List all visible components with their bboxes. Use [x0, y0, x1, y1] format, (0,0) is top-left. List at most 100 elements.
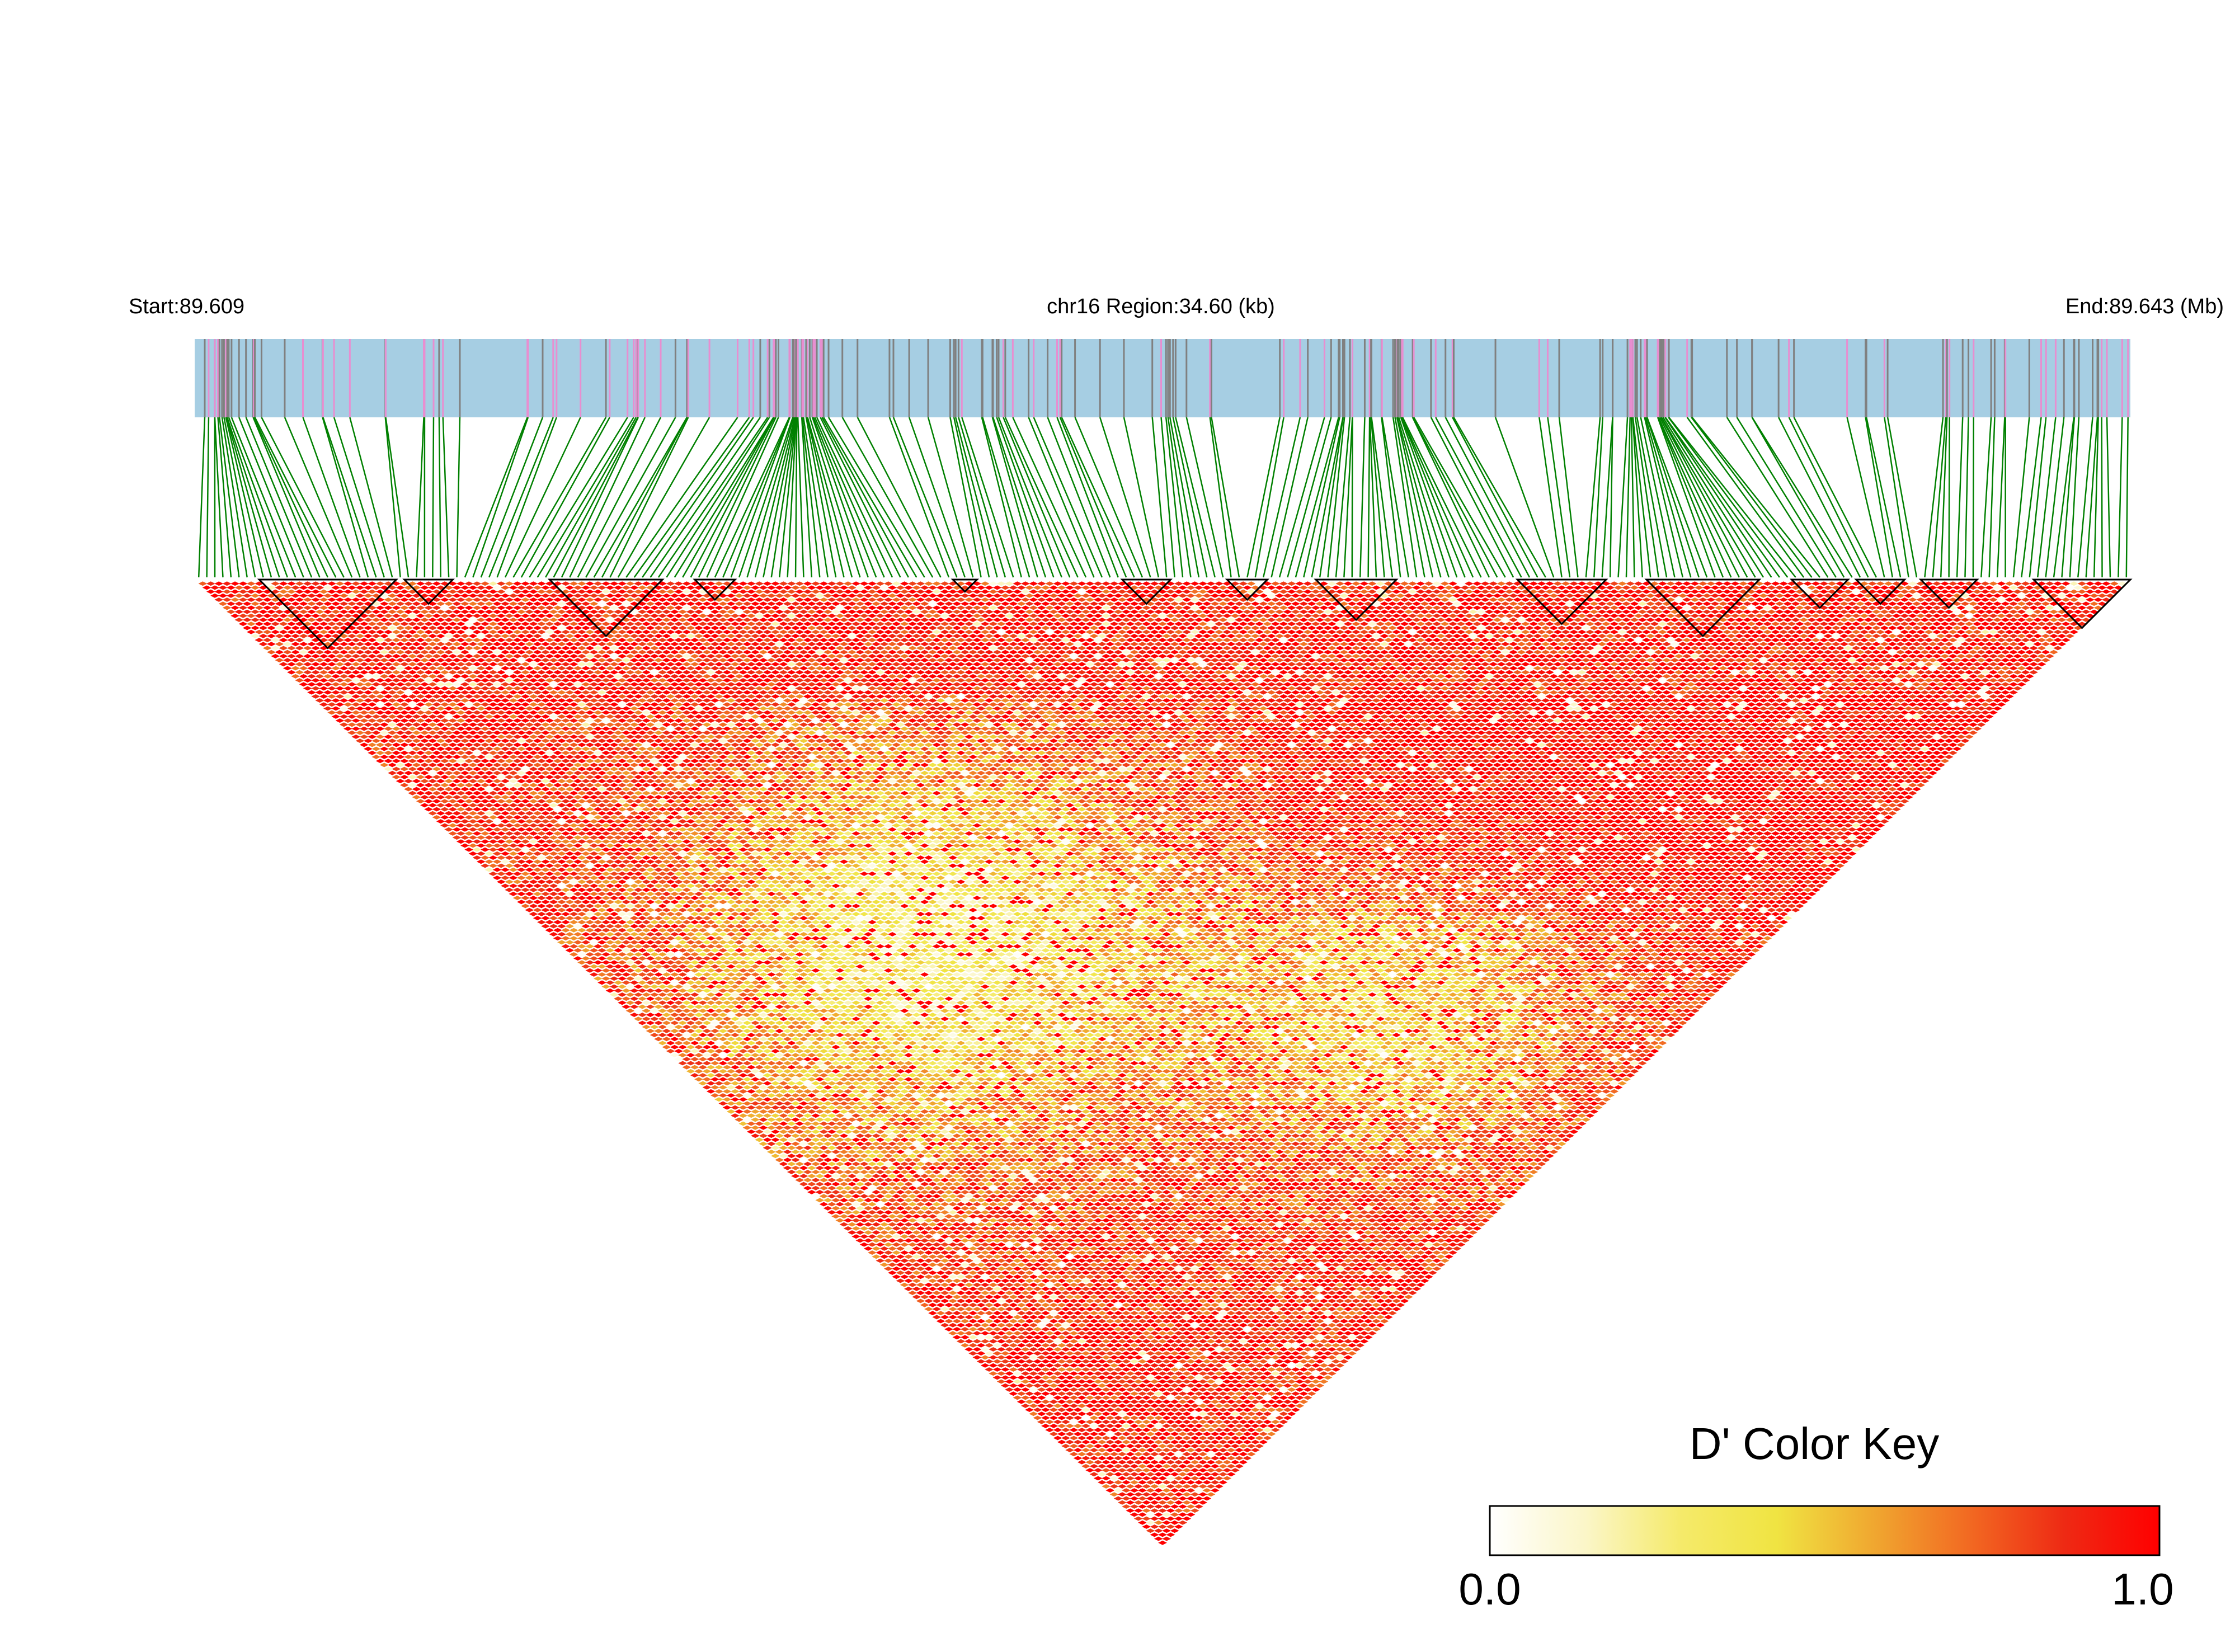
- ld-cell: [876, 1226, 884, 1230]
- ld-cell: [586, 961, 594, 964]
- snp-connector-line: [457, 417, 460, 577]
- ld-cell: [1122, 1464, 1130, 1468]
- ld-cell: [239, 582, 247, 586]
- ld-cell: [316, 650, 324, 654]
- ld-cell: [376, 735, 384, 738]
- ld-cell: [901, 1267, 909, 1270]
- ld-cell: [775, 1102, 783, 1105]
- ld-cell: [429, 755, 436, 759]
- ld-cell: [332, 674, 340, 678]
- ld-cell: [626, 1009, 634, 1013]
- ld-cell: [264, 646, 272, 650]
- ld-cell: [804, 1146, 812, 1150]
- ld-cell: [925, 1259, 933, 1263]
- ld-cell: [872, 1239, 880, 1242]
- ld-cell: [235, 594, 243, 597]
- ld-cell: [840, 1142, 848, 1146]
- ld-cell: [1078, 1387, 1086, 1391]
- ld-cell: [215, 582, 223, 586]
- ld-cell: [909, 1291, 916, 1295]
- ld-cell: [1106, 1480, 1114, 1484]
- ld-cell: [316, 683, 324, 686]
- ld-cell: [295, 597, 303, 601]
- ld-cell: [779, 1089, 787, 1093]
- ld-cell: [1070, 1404, 1077, 1408]
- ld-cell: [493, 820, 501, 823]
- ld-cell: [493, 851, 501, 855]
- ld-cell: [348, 674, 356, 678]
- ld-cell: [735, 1045, 743, 1049]
- ld-cell: [1110, 1436, 1118, 1440]
- ld-cell: [582, 884, 590, 888]
- ld-cell: [404, 747, 413, 751]
- ld-cell: [884, 1202, 892, 1206]
- ld-cell: [417, 783, 425, 787]
- ld-cell: [514, 896, 521, 900]
- ld-cell: [509, 836, 517, 840]
- ld-cell: [509, 868, 517, 872]
- ld-cell: [808, 1174, 816, 1178]
- ld-cell: [429, 779, 436, 783]
- ld-cell: [1053, 1428, 1061, 1432]
- ld-cell: [896, 1222, 904, 1226]
- ld-cell: [1118, 1428, 1126, 1432]
- ld-cell: [739, 1105, 747, 1109]
- ld-cell: [808, 1150, 816, 1154]
- ld-cell: [453, 763, 461, 767]
- ld-cell: [514, 872, 521, 876]
- ld-cell: [267, 610, 275, 614]
- ld-cell: [1050, 1392, 1057, 1396]
- ld-cell: [299, 602, 307, 606]
- ld-cell: [284, 658, 291, 662]
- ld-cell: [662, 1029, 670, 1033]
- ld-cell: [852, 1218, 860, 1222]
- ld-cell: [441, 767, 449, 771]
- ld-cell: [783, 1134, 791, 1138]
- ld-cell: [408, 710, 417, 714]
- ld-cell: [812, 1194, 820, 1198]
- snp-connector-line: [465, 417, 528, 577]
- ld-cell: [691, 1001, 699, 1005]
- ld-cell: [1050, 1383, 1057, 1387]
- ld-cell: [376, 710, 384, 714]
- ld-cell: [856, 1222, 864, 1226]
- ld-cell: [723, 1105, 731, 1109]
- ld-cell: [775, 1134, 783, 1138]
- ld-cell: [816, 1174, 824, 1178]
- ld-cell: [699, 1041, 707, 1045]
- ld-cell: [679, 981, 686, 985]
- ld-cell: [525, 900, 533, 904]
- ld-cell: [352, 694, 360, 698]
- ld-cell: [288, 662, 295, 666]
- ld-cell: [921, 1246, 929, 1250]
- ld-heatmap: [199, 582, 2126, 1545]
- ld-cell: [836, 1178, 844, 1182]
- ld-cell: [618, 968, 626, 972]
- ld-cell: [630, 957, 638, 961]
- ld-cell: [755, 1122, 763, 1126]
- ld-cell: [675, 1041, 683, 1045]
- ld-cell: [1106, 1424, 1114, 1428]
- ld-cell: [328, 662, 336, 666]
- ld-cell: [299, 683, 307, 686]
- ld-cell: [525, 884, 533, 888]
- ld-cell: [1058, 1400, 1066, 1404]
- ld-cell: [211, 594, 219, 597]
- ld-cell: [247, 597, 255, 601]
- ld-cell: [771, 1114, 779, 1118]
- ld-cell: [574, 892, 582, 896]
- ld-cell: [545, 928, 553, 932]
- ld-cell: [505, 807, 514, 811]
- ld-cell: [594, 968, 602, 972]
- ld-cell: [320, 654, 328, 658]
- ld-cell: [509, 827, 517, 831]
- ld-cell: [876, 1178, 884, 1182]
- ld-cell: [747, 1089, 756, 1093]
- ld-cell: [1022, 1372, 1029, 1376]
- ld-cell: [719, 1053, 727, 1057]
- ld-cell: [921, 1303, 929, 1307]
- ld-cell: [469, 771, 477, 775]
- ld-cell: [566, 892, 573, 896]
- ld-cell: [227, 610, 235, 614]
- ld-cell: [227, 586, 235, 590]
